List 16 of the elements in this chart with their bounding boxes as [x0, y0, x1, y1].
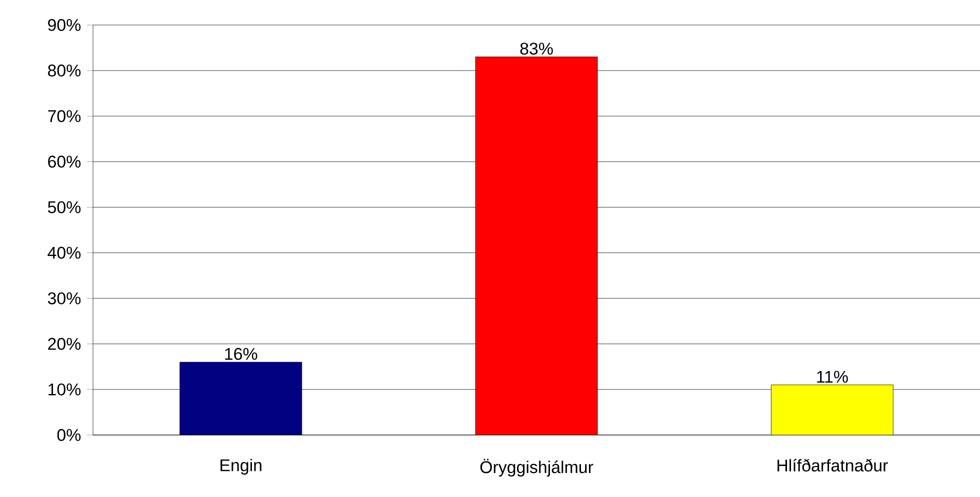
data-label: 16%: [225, 348, 258, 360]
y-tick-label: 80%: [48, 64, 81, 77]
y-tick-label: 30%: [48, 292, 81, 304]
x-tick-label: Hlífðarfatnaður: [778, 458, 888, 472]
y-tick-label: 90%: [48, 19, 81, 31]
y-tick-label: 60%: [48, 156, 81, 168]
y-tick-label: 20%: [48, 338, 81, 350]
data-label: 83%: [520, 42, 553, 55]
data-label: 11%: [817, 370, 848, 383]
x-tick-label: Engin: [220, 458, 262, 475]
x-tick-label: Öryggishjálmur: [480, 458, 594, 477]
y-tick-label: 70%: [48, 110, 81, 122]
y-tick-label: 0%: [57, 429, 81, 441]
y-tick-label: 50%: [48, 201, 81, 214]
y-tick-label: 10%: [48, 383, 81, 396]
y-tick-label: 40%: [48, 246, 81, 259]
